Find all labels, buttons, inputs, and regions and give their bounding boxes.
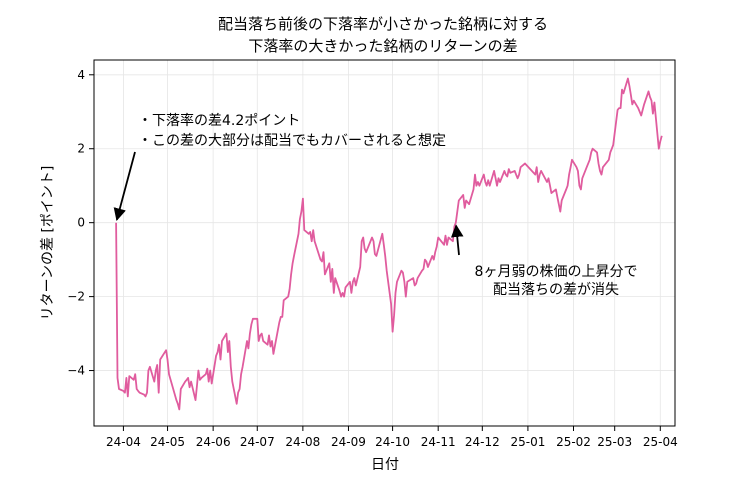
x-tick-label: 25-01: [510, 435, 545, 449]
y-axis-label: リターンの差 [ポイント]: [40, 166, 56, 321]
y-tick-label: 2: [77, 142, 85, 156]
annotation-2-line-1: 8ヶ月弱の株価の上昇分で: [475, 264, 638, 280]
y-tick-label: 4: [77, 68, 85, 82]
plot-lines: [115, 77, 663, 411]
y-tick-label: 0: [77, 216, 85, 230]
series-line-0: [115, 77, 663, 411]
y-tick-label: −2: [67, 290, 85, 304]
chart-title: 配当落ち前後の下落率が小さかった銘柄に対する 下落率の大きかった銘柄のリターンの…: [218, 15, 548, 55]
x-tick-label: 25-02: [556, 435, 591, 449]
annotation-1-line-1: ・下落率の差4.2ポイント: [138, 112, 300, 129]
annotations: ・下落率の差4.2ポイント・この差の大部分は配当でもカバーされると想定8ヶ月弱の…: [113, 112, 638, 298]
annotation-2-line-2: 配当落ちの差が消失: [493, 282, 619, 298]
x-tick-label: 24-06: [196, 435, 231, 449]
x-tick-label: 25-03: [597, 435, 632, 449]
annotation-1: ・下落率の差4.2ポイント・この差の大部分は配当でもカバーされると想定: [113, 112, 446, 221]
x-tick-label: 24-11: [421, 435, 456, 449]
annotation-2-arrow: [450, 224, 464, 256]
plot-frame: [93, 59, 676, 427]
grid: [94, 60, 675, 426]
annotation-1-arrow: [113, 151, 136, 221]
annotation-1-line-2: ・この差の大部分は配当でもカバーされると想定: [138, 133, 446, 149]
x-tick-label: 24-12: [465, 435, 500, 449]
y-axis-ticks: −4 −2 0 2 4: [67, 68, 94, 378]
y-tick-label: −4: [67, 364, 85, 378]
x-tick-label: 24-09: [331, 435, 366, 449]
x-axis-label: 日付: [371, 457, 399, 473]
chart-title-line-1: 配当落ち前後の下落率が小さかった銘柄に対する: [218, 15, 548, 33]
x-tick-label: 24-08: [285, 435, 320, 449]
x-tick-label: 24-10: [375, 435, 410, 449]
x-tick-label: 25-04: [643, 435, 678, 449]
x-tick-label: 24-05: [150, 435, 185, 449]
x-tick-label: 24-07: [240, 435, 275, 449]
x-axis-ticks: 24-04 24-05 24-06 24-07 24-08 24-09 24-10 24-11…: [106, 426, 678, 449]
x-tick-label: 24-04: [106, 435, 141, 449]
chart-title-line-2: 下落率の大きかった銘柄のリターンの差: [248, 37, 517, 55]
